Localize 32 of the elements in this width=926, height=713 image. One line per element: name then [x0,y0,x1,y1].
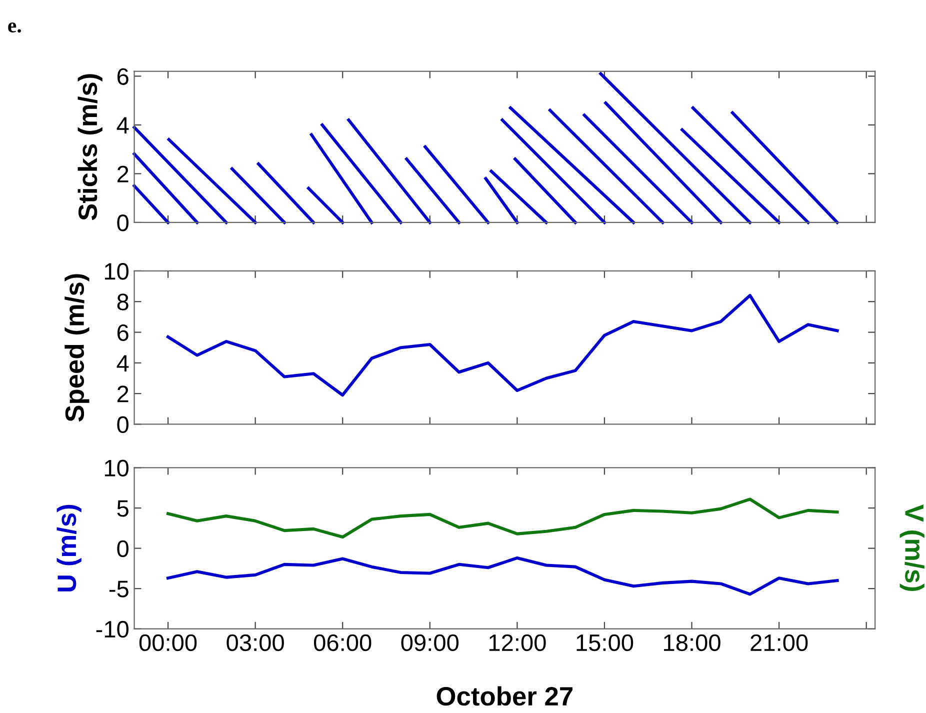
y-tick-label: -5 [109,580,128,598]
x-tick-label: 00:00 [139,634,197,652]
x-tick-label: 09:00 [401,634,459,652]
x-tick-label: 03:00 [226,634,284,652]
y-tick-label: 6 [117,324,128,342]
x-axis-title: October 27 [436,686,572,706]
y-tick-label: 4 [116,117,129,134]
chart-title: e. [8,22,21,33]
line-series [166,556,839,596]
y-tick-label: 4 [116,355,129,372]
y-axis-title: Sticks (m/s) [78,74,102,220]
y-tick-label: 5 [117,500,128,517]
y-axis-title: U (m/s) [56,504,82,592]
y-tick-label: 10 [104,263,128,280]
y-tick-label: 8 [117,294,128,310]
y-tick-label: 0 [117,214,128,232]
x-tick-label: 06:00 [314,634,372,652]
y-tick-label: 2 [117,166,128,182]
y-tick-label: 0 [117,540,128,558]
y-tick-label: 10 [104,460,128,477]
x-tick-label: 12:00 [489,634,546,652]
x-tick-label: 18:00 [664,634,720,652]
line-series [166,498,839,539]
y-tick-label: -10 [96,620,128,638]
x-tick-label: 15:00 [576,634,634,652]
y-tick-label: 6 [117,68,128,85]
y2-axis-title: V (m/s) [900,504,924,591]
x-tick-label: 21:00 [750,634,808,652]
y-axis-title: Speed (m/s) [64,274,90,422]
y-tick-label: 2 [117,386,128,402]
line-series [166,294,839,397]
y-tick-label: 0 [117,416,128,434]
